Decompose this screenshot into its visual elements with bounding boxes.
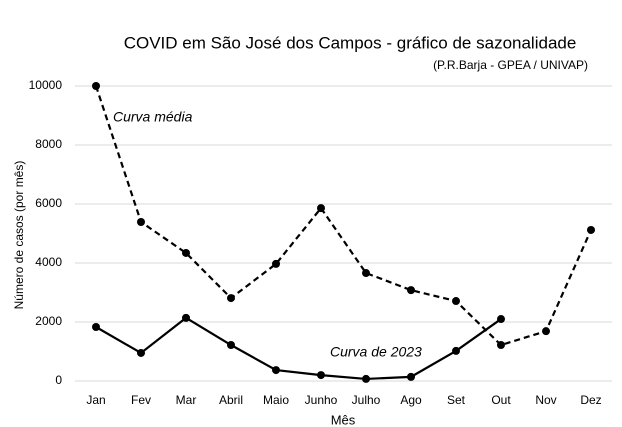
x-tick-label: Julho (352, 393, 381, 407)
data-point (407, 286, 415, 295)
data-point (452, 346, 460, 355)
series-label: Curva de 2023 (330, 344, 422, 360)
y-tick-label: 10000 (29, 78, 63, 92)
data-point (452, 297, 460, 306)
x-tick-label: Set (447, 393, 466, 407)
data-point (227, 294, 235, 303)
data-point (362, 374, 370, 383)
data-point (317, 371, 325, 380)
data-point (227, 341, 235, 350)
x-tick-label: Nov (535, 393, 556, 407)
data-point (317, 204, 325, 213)
data-point (137, 348, 145, 357)
data-point (497, 341, 505, 350)
y-tick-label: 8000 (35, 137, 62, 151)
data-point (497, 315, 505, 324)
data-point (92, 82, 100, 90)
data-point (92, 323, 100, 332)
x-tick-label: Out (491, 393, 511, 407)
series-line (94, 85, 593, 347)
x-axis-label: Mês (331, 412, 356, 427)
data-point (587, 225, 595, 234)
data-point (407, 372, 415, 381)
x-tick-label: Maio (263, 393, 289, 407)
x-tick-label: Jan (86, 393, 105, 407)
series-line (95, 316, 502, 381)
y-tick-label: 6000 (35, 196, 62, 210)
data-point (362, 269, 370, 278)
data-point (182, 248, 190, 257)
data-point (182, 313, 190, 322)
x-tick-label: Ago (400, 393, 422, 407)
chart-title: COVID em São José dos Campos - gráfico d… (124, 33, 577, 52)
y-tick-label: 0 (55, 373, 62, 387)
x-tick-label: Fev (131, 393, 151, 407)
data-point (272, 366, 280, 375)
series-label: Curva média (113, 109, 193, 125)
data-point (542, 327, 550, 336)
data-point (272, 259, 280, 268)
y-axis-label: Número de casos (por mês) (12, 161, 26, 310)
x-tick-label: Mar (176, 393, 197, 407)
y-tick-label: 2000 (35, 314, 62, 328)
x-tick-label: Abril (219, 393, 243, 407)
data-point (137, 217, 145, 226)
x-tick-label: Junho (305, 393, 338, 407)
chart-subtitle: (P.R.Barja - GPEA / UNIVAP) (433, 58, 588, 72)
y-tick-label: 4000 (35, 255, 62, 269)
x-tick-label: Dez (580, 393, 601, 407)
